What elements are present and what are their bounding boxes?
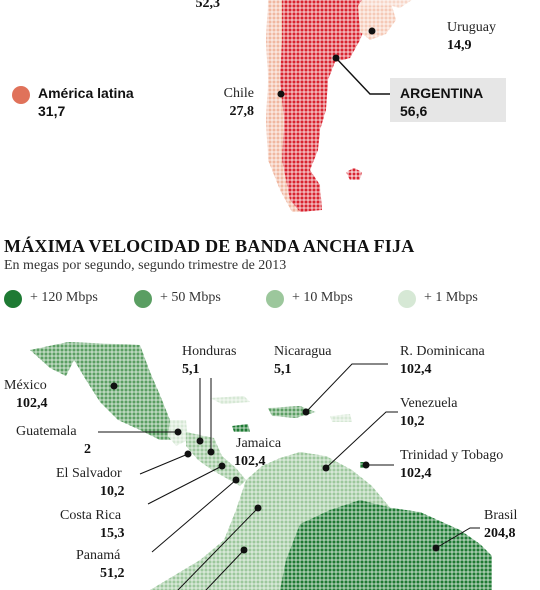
legend-label-120: + 120 Mbps [30, 290, 98, 305]
brasil-name: Brasil [484, 508, 518, 523]
legend-swatch-1 [398, 290, 416, 308]
mexico-name: México [4, 378, 47, 393]
america-latina-value: 31,7 [38, 103, 66, 119]
venezuela-name: Venezuela [400, 396, 458, 411]
nicaragua-value: 5,1 [274, 362, 292, 377]
honduras-name: Honduras [182, 344, 237, 359]
legend-label-50: + 50 Mbps [160, 290, 221, 305]
nicaragua-name: Nicaragua [274, 344, 332, 359]
chile-value: 27,8 [229, 104, 255, 119]
el-salvador-value: 10,2 [100, 484, 125, 499]
chile-name: Chile [223, 86, 254, 101]
trinidad-name: Trinidad y Tobago [400, 448, 504, 463]
america-latina-name: América latina [38, 85, 134, 101]
legend-label-10: + 10 Mbps [292, 290, 353, 305]
el-salvador-name: El Salvador [56, 466, 122, 481]
venezuela-value: 10,2 [400, 414, 425, 429]
argentina-name: ARGENTINA [400, 85, 484, 101]
america-latina-dot [12, 86, 30, 104]
trinidad-value: 102,4 [400, 466, 432, 481]
argentina-value: 56,6 [400, 103, 428, 119]
panama-name: Panamá [76, 548, 121, 563]
section-title: MÁXIMA VELOCIDAD DE BANDA ANCHA FIJA [4, 236, 415, 256]
uruguay-value: 14,9 [447, 38, 472, 53]
jamaica-name: Jamaica [236, 436, 282, 451]
argentina-highlight-box [390, 78, 506, 122]
guatemala-name: Guatemala [16, 424, 77, 439]
honduras-value: 5,1 [182, 362, 200, 377]
brasil-value: 204,8 [484, 526, 516, 541]
mexico-value: 102,4 [16, 396, 48, 411]
legend-swatch-120 [4, 290, 22, 308]
costa-rica-value: 15,3 [100, 526, 125, 541]
guatemala-value: 2 [84, 442, 91, 457]
dominicana-value: 102,4 [400, 362, 432, 377]
dominicana-name: R. Dominicana [400, 344, 485, 359]
jamaica-value: 102,4 [234, 454, 266, 469]
uruguay-name: Uruguay [447, 20, 496, 35]
costa-rica-name: Costa Rica [60, 508, 122, 523]
legend-swatch-10 [266, 290, 284, 308]
top-value-label: 52,3 [195, 0, 221, 11]
legend-label-1: + 1 Mbps [424, 290, 478, 305]
legend-swatch-50 [134, 290, 152, 308]
section-subtitle: En megas por segundo, segundo trimestre … [4, 258, 287, 273]
panama-value: 51,2 [100, 566, 125, 581]
